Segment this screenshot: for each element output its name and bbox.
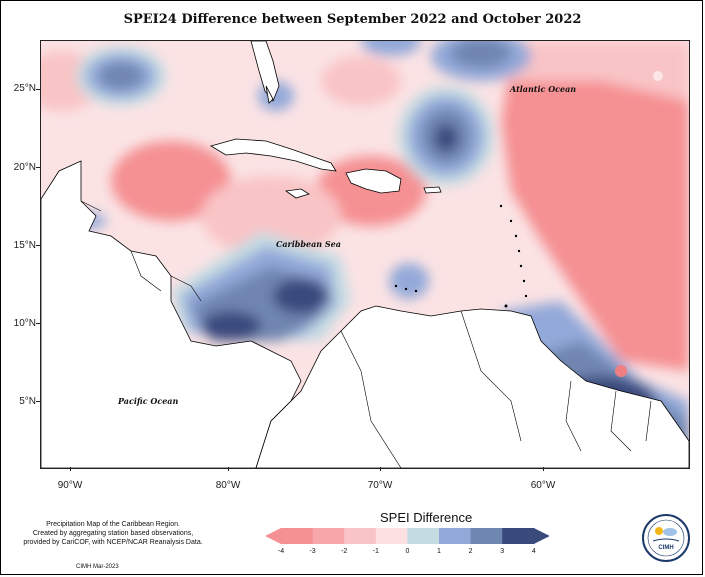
lat-tick xyxy=(36,245,40,246)
lat-tick xyxy=(36,89,40,90)
legend-tick-label: 4 xyxy=(531,548,536,555)
legend-swatch xyxy=(407,528,440,544)
lon-label: 80°W xyxy=(215,480,241,491)
legend-tick-label: -1 xyxy=(372,548,379,555)
lat-label: 10°N xyxy=(13,318,36,329)
credit-text: Precipitation Map of the Caribbean Regio… xyxy=(18,520,208,547)
credit-line: Created by aggregating station based obs… xyxy=(32,530,194,537)
lon-label: 70°W xyxy=(367,480,393,491)
jamaica xyxy=(284,188,310,199)
legend-arrow-right xyxy=(533,528,550,544)
legend-swatch xyxy=(344,528,377,544)
lon-label: 90°W xyxy=(57,480,83,491)
legend-tick-label: 0 xyxy=(405,548,410,555)
legend-tick-label: 1 xyxy=(437,548,441,555)
lat-label: 20°N xyxy=(13,162,36,173)
legend-swatch xyxy=(312,528,345,544)
legend-tick-label: -3 xyxy=(309,548,316,555)
map-title: SPEI24 Difference between September 2022… xyxy=(123,12,582,27)
credit-line: Precipitation Map of the Caribbean Regio… xyxy=(46,521,180,528)
south-america xyxy=(255,305,689,468)
hotspot-mark xyxy=(615,365,627,377)
spei-shading xyxy=(41,41,689,468)
legend-swatch xyxy=(281,528,314,544)
pacific-ocean-label: Pacific Ocean xyxy=(118,396,179,406)
map-panel xyxy=(40,40,690,469)
cimh-logo: CIMH xyxy=(642,514,690,562)
lat-tick xyxy=(36,167,40,168)
lat-tick xyxy=(36,323,40,324)
caribbean-sea-label: Caribbean Sea xyxy=(276,239,341,249)
florida xyxy=(250,41,280,102)
legend-tick-label: 3 xyxy=(500,548,505,555)
lon-tick xyxy=(543,467,544,471)
hispaniola xyxy=(345,168,402,194)
lon-tick xyxy=(380,467,381,471)
legend-swatch xyxy=(439,528,472,544)
credit-date: CIMH Mar-2023 xyxy=(76,564,119,570)
country-borders xyxy=(80,200,652,468)
hotspot-mark xyxy=(653,71,663,81)
legend-tick-label: -4 xyxy=(277,548,285,555)
legend-tick-label: -2 xyxy=(341,548,348,555)
cuba xyxy=(209,138,337,172)
lat-label: 5°N xyxy=(19,396,36,407)
credit-line: provided by CariCOF, with NCEP/NCAR Rean… xyxy=(23,539,203,546)
logo-text: CIMH xyxy=(658,545,673,551)
spei-map xyxy=(41,41,689,468)
puerto-rico xyxy=(423,186,442,194)
legend-arrow-left xyxy=(265,528,281,544)
lesser-antilles xyxy=(394,204,528,308)
lon-label: 60°W xyxy=(530,480,556,491)
legend-swatch xyxy=(502,528,535,544)
lon-tick xyxy=(70,467,71,471)
lat-label: 25°N xyxy=(13,83,36,94)
bahamas xyxy=(265,85,274,104)
legend-swatch xyxy=(375,528,408,544)
lon-tick xyxy=(228,467,229,471)
legend-title: SPEI Difference xyxy=(380,510,473,525)
atlantic-ocean-label: Atlantic Ocean xyxy=(510,84,577,94)
lat-label: 15°N xyxy=(13,240,36,251)
legend-tick-label: 2 xyxy=(468,548,473,555)
land-masses xyxy=(41,41,689,468)
legend-swatch xyxy=(470,528,503,544)
color-legend xyxy=(265,528,550,544)
lat-tick xyxy=(36,401,40,402)
